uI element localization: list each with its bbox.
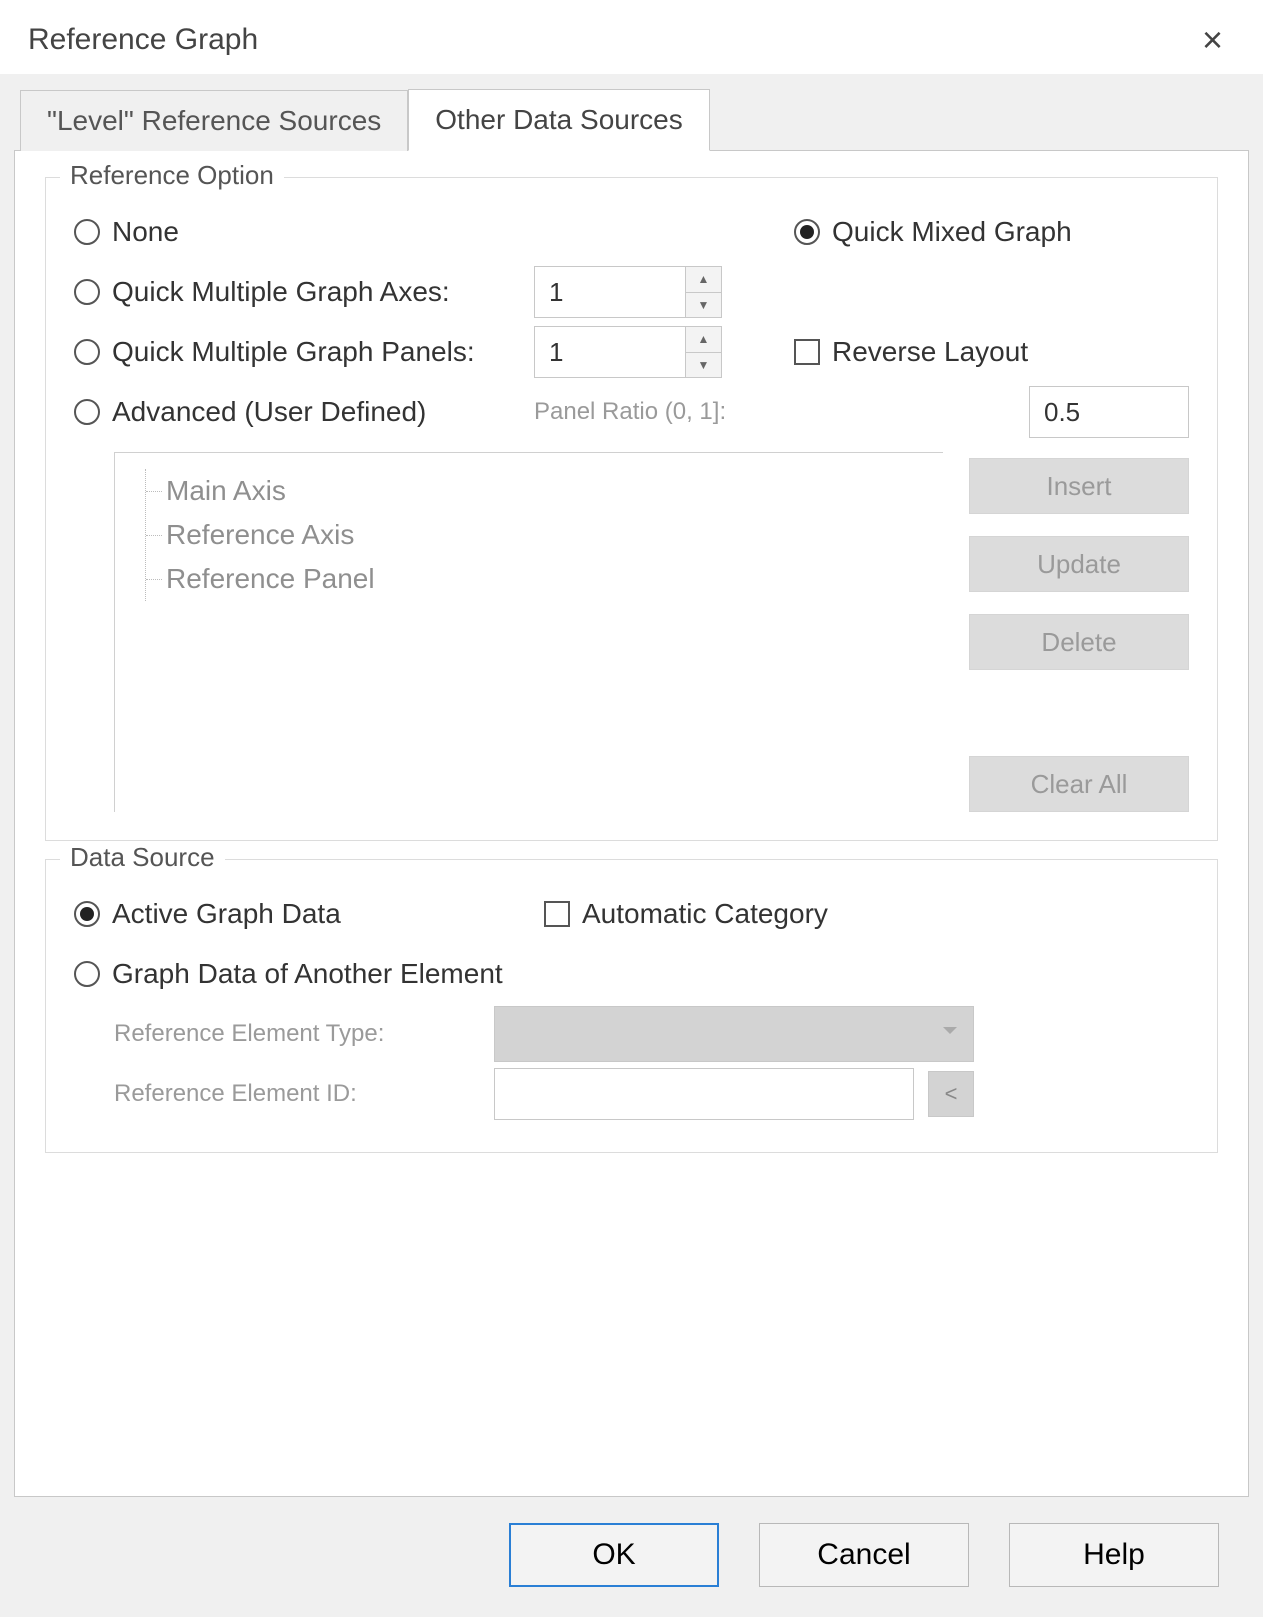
advanced-area: Main Axis Reference Axis Reference Panel…: [114, 452, 1189, 812]
group-reference-option: Reference Option None Quick Mixed Graph: [45, 177, 1218, 841]
tree-item-reference-axis[interactable]: Reference Axis: [166, 513, 943, 557]
dialog-body: "Level" Reference Sources Other Data Sou…: [0, 74, 1263, 1617]
checkbox-box-icon: [544, 901, 570, 927]
group-legend-reference-option: Reference Option: [60, 160, 284, 191]
spinner-down-icon[interactable]: ▼: [686, 353, 721, 378]
row-quick-axes: Quick Multiple Graph Axes: ▲ ▼: [74, 262, 1189, 322]
dialog-window: Reference Graph × "Level" Reference Sour…: [0, 0, 1263, 1617]
input-panel-ratio[interactable]: [1029, 386, 1189, 438]
tree-reference-structure: Main Axis Reference Axis Reference Panel: [114, 452, 943, 812]
spinner-up-icon[interactable]: ▲: [686, 327, 721, 353]
radio-dot-icon: [74, 279, 100, 305]
tab-level-reference-sources[interactable]: "Level" Reference Sources: [20, 90, 408, 151]
radio-graph-data-another-element[interactable]: Graph Data of Another Element: [74, 958, 503, 990]
group-legend-data-source: Data Source: [60, 842, 225, 873]
tree-inner: Main Axis Reference Axis Reference Panel: [145, 469, 943, 601]
tab-strip: "Level" Reference Sources Other Data Sou…: [20, 88, 1249, 150]
radio-quick-mixed-label: Quick Mixed Graph: [832, 216, 1072, 248]
close-icon[interactable]: ×: [1190, 18, 1235, 62]
spacer: [969, 692, 1189, 734]
spinner-quick-panels: ▲ ▼: [534, 326, 722, 378]
radio-advanced[interactable]: Advanced (User Defined): [74, 396, 504, 428]
radio-advanced-label: Advanced (User Defined): [112, 396, 426, 428]
spinner-arrows: ▲ ▼: [685, 327, 721, 377]
radio-active-graph-data[interactable]: Active Graph Data: [74, 898, 514, 930]
dialog-footer: OK Cancel Help: [14, 1497, 1249, 1617]
row-active-graph: Active Graph Data Automatic Category: [74, 884, 1189, 944]
row-another-element: Graph Data of Another Element: [74, 944, 1189, 1004]
checkbox-reverse-layout-label: Reverse Layout: [832, 336, 1028, 368]
radio-dot-icon: [74, 219, 100, 245]
radio-quick-multiple-axes[interactable]: Quick Multiple Graph Axes:: [74, 276, 504, 308]
spinner-down-icon[interactable]: ▼: [686, 293, 721, 318]
radio-another-element-label: Graph Data of Another Element: [112, 958, 503, 990]
radio-quick-multiple-panels[interactable]: Quick Multiple Graph Panels:: [74, 336, 504, 368]
tree-item-reference-panel[interactable]: Reference Panel: [166, 557, 943, 601]
button-update[interactable]: Update: [969, 536, 1189, 592]
row-ref-element-type: Reference Element Type:: [114, 1004, 1189, 1064]
input-quick-axes-value[interactable]: [535, 267, 685, 317]
ok-button[interactable]: OK: [509, 1523, 719, 1587]
input-ref-element-id[interactable]: [494, 1068, 914, 1120]
group-data-source: Data Source Active Graph Data Automatic …: [45, 859, 1218, 1153]
select-ref-element-type[interactable]: [494, 1006, 974, 1062]
button-insert[interactable]: Insert: [969, 458, 1189, 514]
button-delete[interactable]: Delete: [969, 614, 1189, 670]
radio-dot-icon: [794, 219, 820, 245]
radio-dot-icon: [74, 901, 100, 927]
chevron-left-icon: <: [945, 1081, 958, 1107]
tree-button-column: Insert Update Delete Clear All: [969, 452, 1189, 812]
radio-quick-panels-label: Quick Multiple Graph Panels:: [112, 336, 475, 368]
spinner-arrows: ▲ ▼: [685, 267, 721, 317]
help-button[interactable]: Help: [1009, 1523, 1219, 1587]
spinner-quick-axes: ▲ ▼: [534, 266, 722, 318]
button-pick-element-icon[interactable]: <: [928, 1071, 974, 1117]
window-title: Reference Graph: [28, 23, 258, 57]
radio-none-label: None: [112, 216, 179, 248]
row-quick-panels: Quick Multiple Graph Panels: ▲ ▼: [74, 322, 1189, 382]
tree-item-main-axis[interactable]: Main Axis: [166, 469, 943, 513]
radio-none[interactable]: None: [74, 216, 504, 248]
spinner-up-icon[interactable]: ▲: [686, 267, 721, 293]
radio-quick-axes-label: Quick Multiple Graph Axes:: [112, 276, 450, 308]
input-quick-panels-value[interactable]: [535, 327, 685, 377]
checkbox-auto-category-label: Automatic Category: [582, 898, 828, 930]
radio-dot-icon: [74, 399, 100, 425]
checkbox-reverse-layout[interactable]: Reverse Layout: [794, 336, 1028, 368]
row-none-mixed: None Quick Mixed Graph: [74, 202, 1189, 262]
cancel-button[interactable]: Cancel: [759, 1523, 969, 1587]
title-bar: Reference Graph ×: [0, 0, 1263, 74]
radio-quick-mixed-graph[interactable]: Quick Mixed Graph: [794, 216, 1072, 248]
row-ref-element-id: Reference Element ID: <: [114, 1064, 1189, 1124]
row-advanced-panel-ratio: Advanced (User Defined) Panel Ratio (0, …: [74, 382, 1189, 442]
label-ref-element-id: Reference Element ID:: [114, 1080, 474, 1108]
label-ref-element-type: Reference Element Type:: [114, 1020, 474, 1048]
tab-page-other-data-sources: Reference Option None Quick Mixed Graph: [14, 150, 1249, 1497]
radio-dot-icon: [74, 339, 100, 365]
radio-active-graph-label: Active Graph Data: [112, 898, 341, 930]
tab-other-data-sources[interactable]: Other Data Sources: [408, 89, 709, 151]
checkbox-box-icon: [794, 339, 820, 365]
checkbox-automatic-category[interactable]: Automatic Category: [544, 898, 828, 930]
label-panel-ratio: Panel Ratio (0, 1]:: [534, 398, 726, 426]
radio-dot-icon: [74, 961, 100, 987]
button-clear-all[interactable]: Clear All: [969, 756, 1189, 812]
